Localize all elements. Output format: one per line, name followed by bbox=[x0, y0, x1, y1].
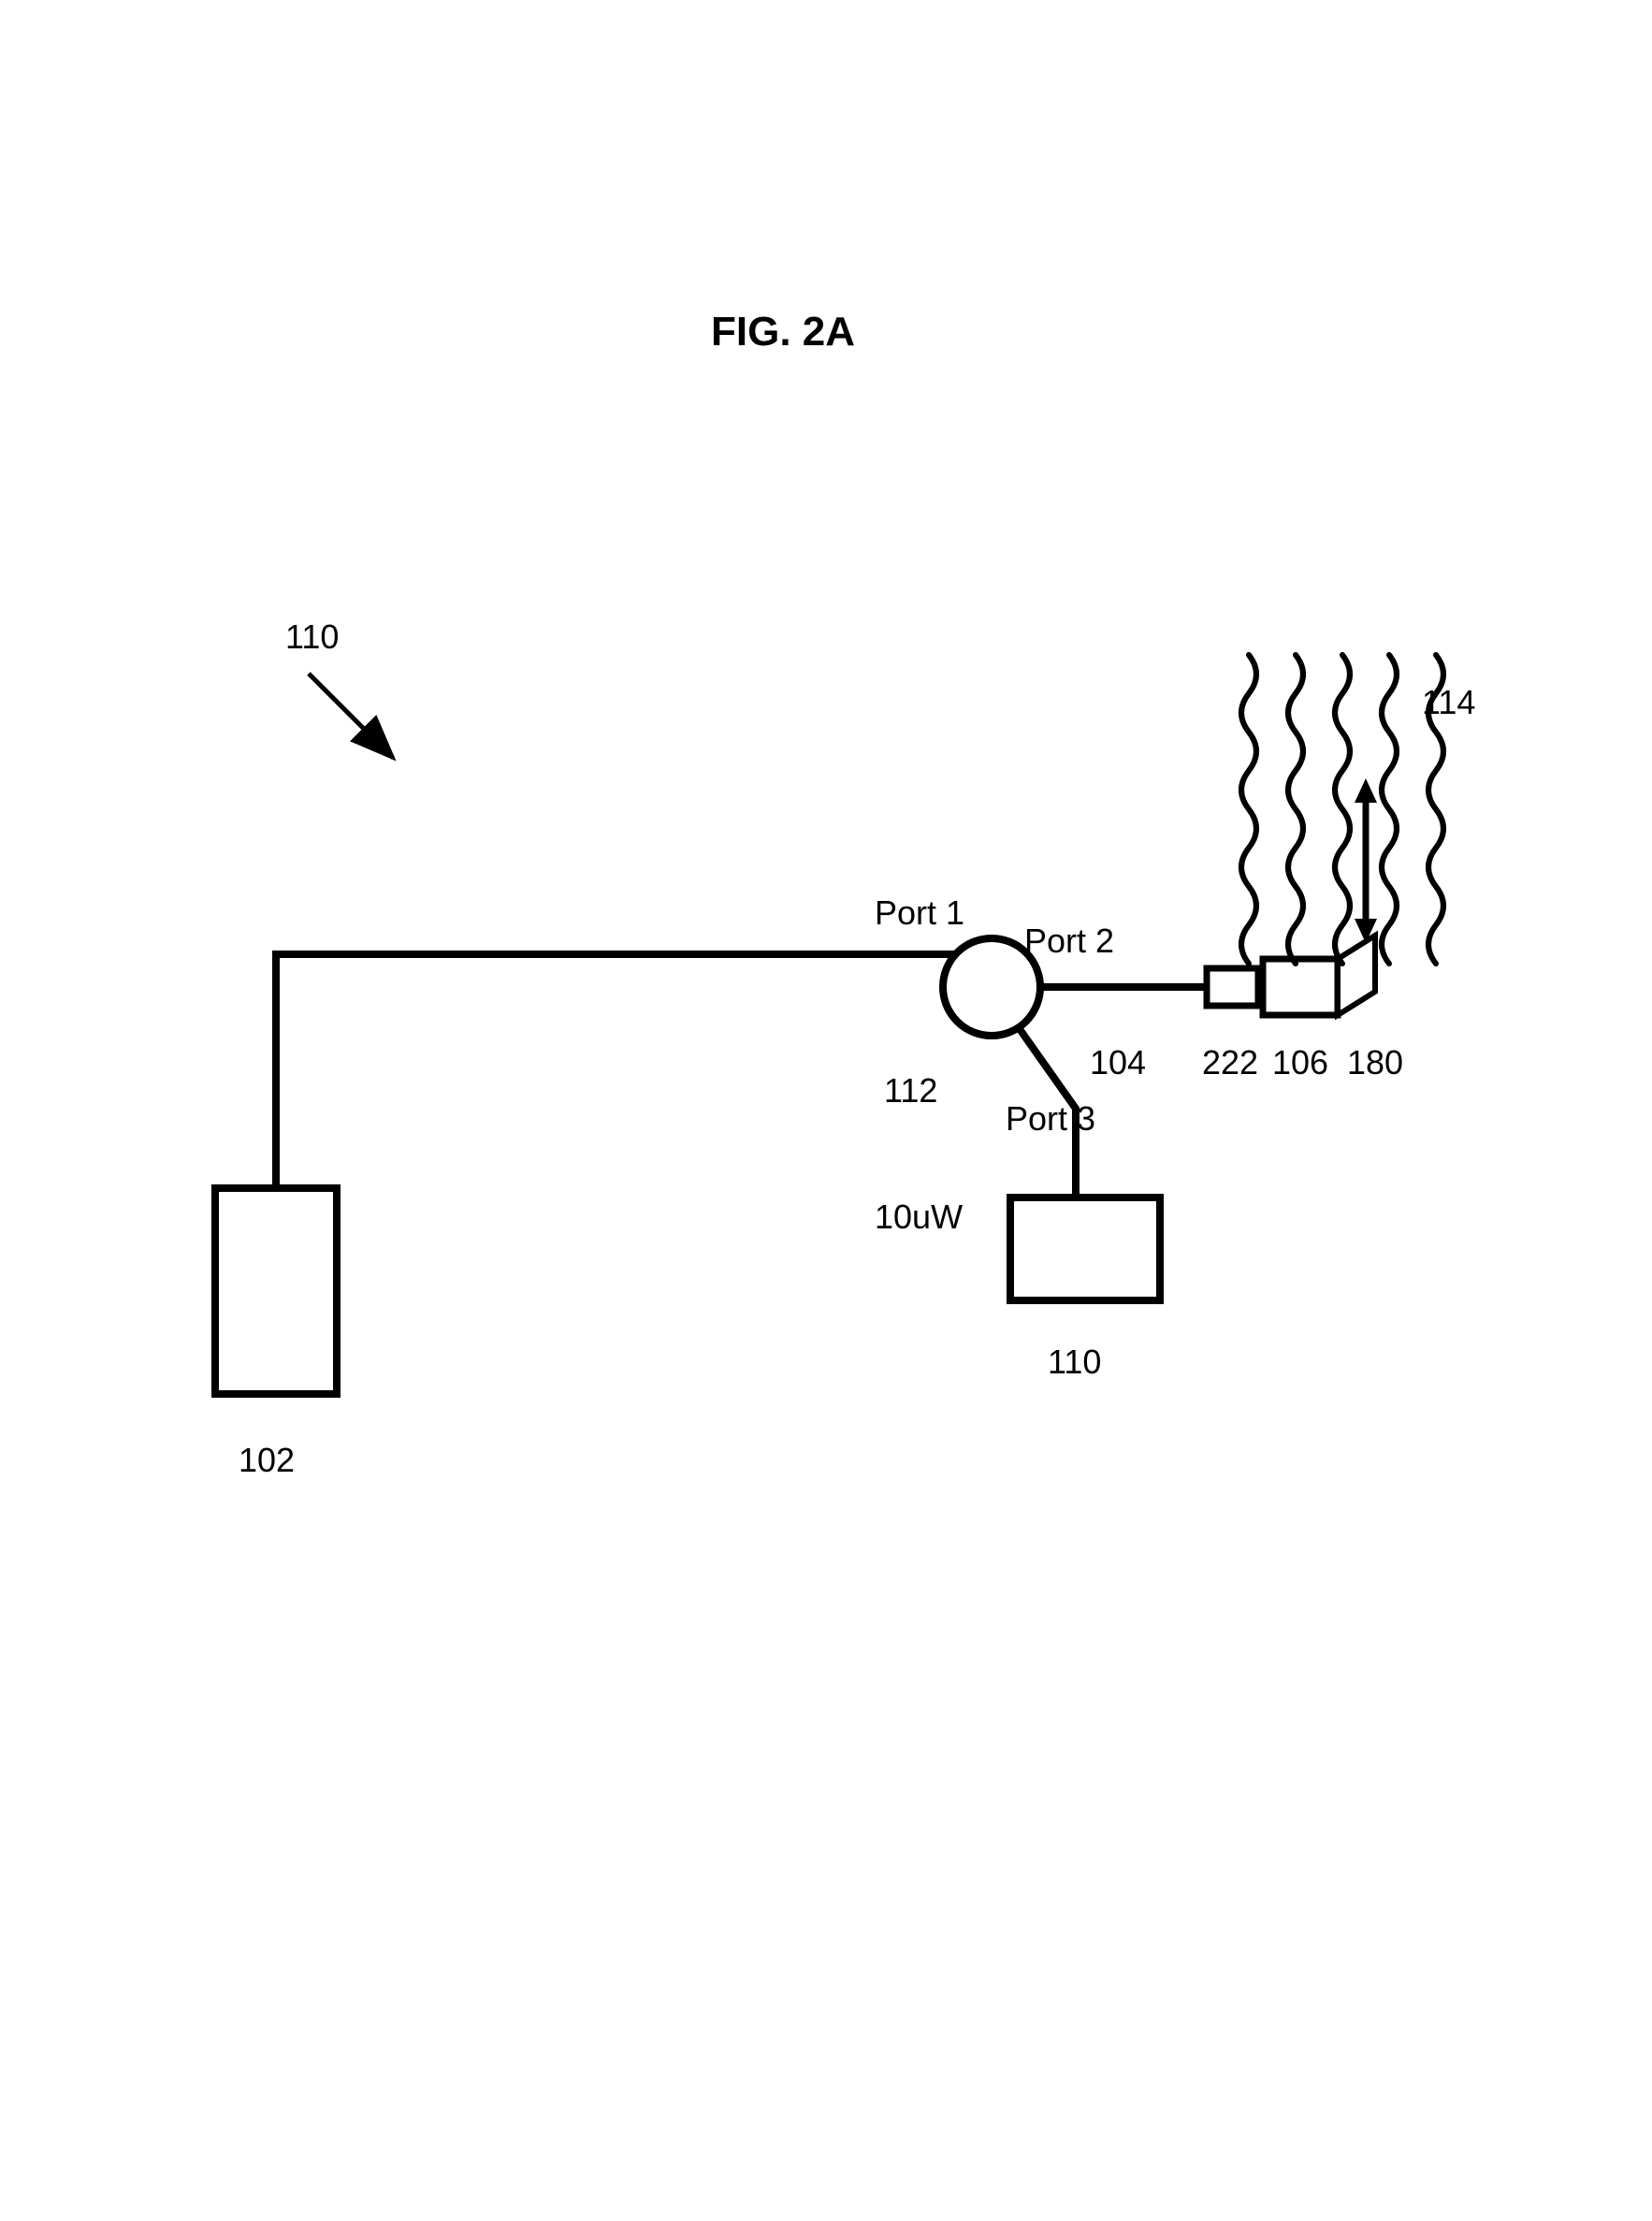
port2-label: Port 2 bbox=[1024, 922, 1114, 961]
source-block bbox=[215, 1188, 337, 1394]
port3-label: Port 3 bbox=[1006, 1099, 1095, 1139]
probe-block bbox=[1263, 959, 1338, 1015]
source-id-label: 102 bbox=[239, 1441, 295, 1480]
probe-id-label: 106 bbox=[1272, 1043, 1328, 1082]
tip-block bbox=[1338, 936, 1375, 1015]
line-source-to-circulator bbox=[276, 954, 957, 1188]
connector-block bbox=[1207, 968, 1258, 1006]
detector-block bbox=[1010, 1198, 1160, 1300]
page: FIG. 2A 110 bbox=[0, 0, 1652, 2221]
tip-id-label: 180 bbox=[1347, 1043, 1403, 1082]
bidir-arrow-icon bbox=[1355, 778, 1377, 943]
sample-waves bbox=[1241, 655, 1443, 964]
diagram-svg bbox=[0, 0, 1652, 2221]
connector-id-label: 222 bbox=[1202, 1043, 1258, 1082]
detector-id-label: 110 bbox=[1048, 1343, 1101, 1382]
power-label: 10uW bbox=[875, 1198, 963, 1237]
port1-label: Port 1 bbox=[875, 893, 964, 933]
sample-id-label: 114 bbox=[1422, 683, 1475, 722]
circulator-id-label: 112 bbox=[884, 1071, 937, 1110]
line-104-id-label: 104 bbox=[1090, 1043, 1146, 1082]
